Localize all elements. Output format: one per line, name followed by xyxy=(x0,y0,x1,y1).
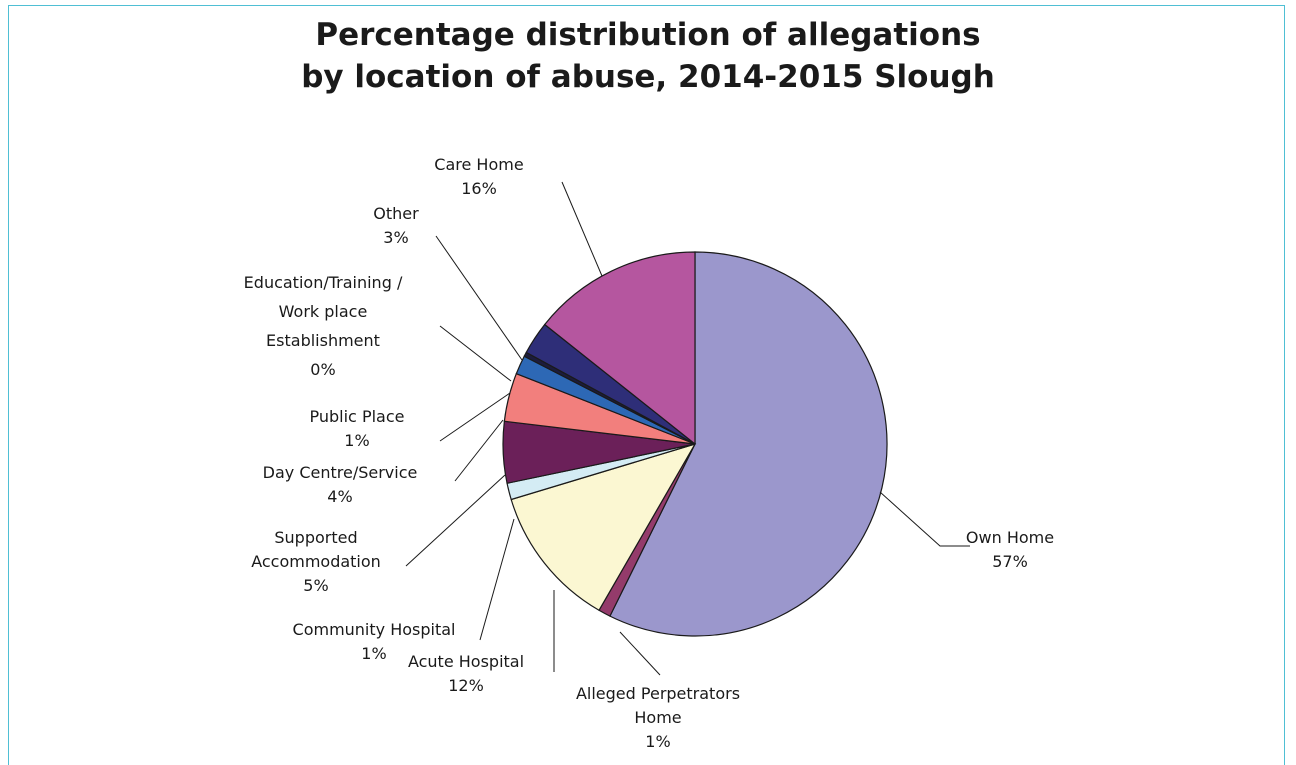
leader-line-care-home xyxy=(561,181,603,277)
slice-label-acute-hospital: Acute Hospital 12% xyxy=(408,652,524,695)
chart-title: Percentage distribution of allegations b… xyxy=(0,14,1296,98)
chart-title-line-2: by location of abuse, 2014-2015 Slough xyxy=(301,59,995,95)
leader-line-day-centre-service xyxy=(454,419,504,482)
chart-title-line-1: Percentage distribution of allegations xyxy=(315,17,981,53)
pie-slice-care-home xyxy=(543,251,696,446)
pie-slice-acute-hospital xyxy=(510,442,697,612)
slice-label-public-place: Public Place 1% xyxy=(310,407,405,450)
slice-label-alleged-perpetrators-home: Alleged Perpetrators Home 1% xyxy=(576,684,740,751)
slice-label-other: Other 3% xyxy=(373,204,419,247)
slice-label-education-training-work-place-establishment: Education/Training / Work place Establishm… xyxy=(244,273,403,379)
slice-label-community-hospital: Community Hospital 1% xyxy=(293,620,456,663)
slice-label-own-home: Own Home 57% xyxy=(966,528,1054,571)
leader-line-alleged-perpetrators-home xyxy=(619,631,661,676)
slice-label-day-centre-service: Day Centre/Service 4% xyxy=(263,463,418,506)
leader-line-education-training-work-place-establishment xyxy=(439,325,512,382)
leader-line-own-home xyxy=(879,491,970,547)
pie-slice-own-home xyxy=(609,251,888,637)
slice-label-care-home: Care Home 16% xyxy=(434,155,523,198)
slice-label-supported-accommodation: Supported Accommodation 5% xyxy=(251,528,381,595)
chart-frame xyxy=(8,5,1285,765)
leader-line-other xyxy=(435,235,523,361)
leader-line-community-hospital xyxy=(479,518,515,641)
leader-line-public-place xyxy=(439,392,511,442)
leader-line-supported-accommodation xyxy=(405,474,506,567)
